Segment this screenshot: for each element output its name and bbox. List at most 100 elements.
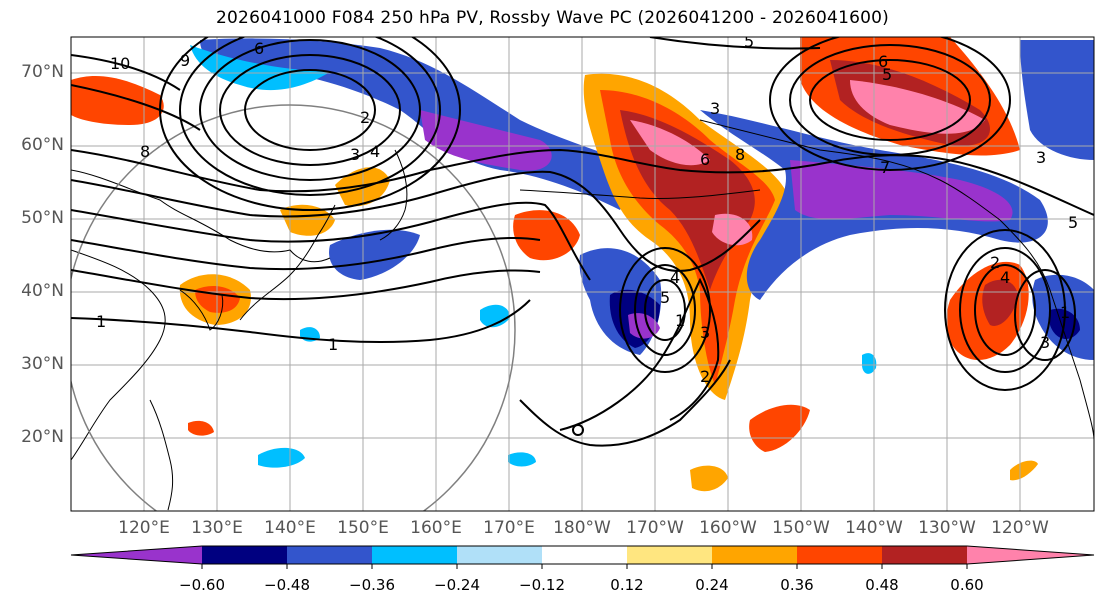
contour-sw-loop bbox=[559, 277, 720, 431]
contour-label: 4 bbox=[670, 268, 680, 287]
colorbar-segment bbox=[627, 546, 712, 564]
contour-subtropic-2 bbox=[519, 359, 731, 447]
colorbar-tick-label: −0.48 bbox=[264, 576, 310, 594]
colorbar-tick-label: −0.24 bbox=[434, 576, 480, 594]
lat-label: 60°N bbox=[21, 135, 64, 155]
colorbar-segment bbox=[457, 546, 542, 564]
lat-label: 40°N bbox=[21, 281, 64, 301]
anomaly-nw-positive bbox=[71, 75, 164, 125]
anomaly-ridge-peak bbox=[630, 120, 710, 166]
contour-label-group: 10 9 8 6 5 2 3 4 1 1 4 5 6 7 8 6 5 3 1 2… bbox=[96, 32, 1078, 386]
contour-ne-high-1 bbox=[809, 59, 971, 141]
lon-label: 140°E bbox=[264, 518, 316, 538]
anomaly-subtropic-negative-2 bbox=[508, 452, 536, 467]
anomaly-subtropic-negative-1 bbox=[258, 447, 305, 468]
lat-label: 50°N bbox=[21, 208, 64, 228]
contour-jet-5 bbox=[71, 269, 541, 301]
contour-coast-low-3 bbox=[944, 229, 1066, 391]
contour-label: 4 bbox=[370, 142, 380, 161]
contour-label: 1 bbox=[96, 312, 106, 331]
contour-label: 2 bbox=[360, 108, 370, 127]
contour-label: 5 bbox=[744, 32, 754, 51]
coast-aleutians bbox=[519, 189, 761, 199]
colorbar-segment bbox=[882, 546, 967, 564]
contour-label: 2 bbox=[700, 367, 710, 386]
contour-north-2 bbox=[71, 54, 181, 91]
lon-label: 130°E bbox=[191, 518, 243, 538]
contour-low-3 bbox=[644, 279, 686, 341]
pc-contours bbox=[71, 37, 1094, 447]
anomaly-subtropic-negative-4 bbox=[480, 304, 510, 328]
coast-kamchatka bbox=[379, 149, 408, 241]
colorbar-tick-label: −0.36 bbox=[349, 576, 395, 594]
colorbar-tick-label: 0.12 bbox=[610, 576, 644, 594]
coast-philippines bbox=[149, 399, 174, 511]
contour-label: 9 bbox=[180, 51, 190, 70]
contour-label: 3 bbox=[1040, 333, 1050, 352]
contour-coast-low-1 bbox=[974, 264, 1036, 356]
colorbar-tick-label: −0.60 bbox=[179, 576, 225, 594]
coast-japan bbox=[239, 204, 336, 321]
anomaly-bering-core bbox=[420, 110, 552, 171]
contour-jet-4 bbox=[71, 237, 541, 271]
colorbar-max-arrow bbox=[967, 546, 1094, 564]
contour-nw-high-3 bbox=[179, 37, 441, 196]
contour-coast-low-2 bbox=[959, 247, 1051, 373]
contour-nw-high-1 bbox=[219, 54, 401, 166]
anomaly-bering-edge bbox=[190, 45, 330, 91]
anomaly-subtropic-positive-3 bbox=[1010, 460, 1038, 481]
contour-subtropic-1 bbox=[71, 299, 531, 343]
contour-label: 6 bbox=[254, 39, 264, 58]
lat-label: 70°N bbox=[21, 62, 64, 82]
lat-label: 30°N bbox=[21, 354, 64, 374]
contour-label: 10 bbox=[110, 54, 130, 73]
contour-label: 3 bbox=[710, 99, 720, 118]
contour-ne-high-2 bbox=[789, 44, 991, 156]
contour-label: 8 bbox=[140, 142, 150, 161]
contour-label: 3 bbox=[350, 145, 360, 164]
lon-label: 180°W bbox=[553, 518, 611, 538]
contour-jet-3 bbox=[71, 201, 591, 281]
lon-label: 170°W bbox=[626, 518, 684, 538]
map-panel: 10 9 8 6 5 2 3 4 1 1 4 5 6 7 8 6 5 3 1 2… bbox=[71, 32, 1094, 511]
lon-label: 160°E bbox=[410, 518, 462, 538]
lon-label: 150°E bbox=[337, 518, 389, 538]
lat-label: 20°N bbox=[21, 427, 64, 447]
contour-label: 5 bbox=[1068, 213, 1078, 232]
contour-label: 3 bbox=[1036, 148, 1046, 167]
anomaly-canada-negative bbox=[1020, 40, 1094, 160]
map-frame bbox=[70, 36, 1095, 512]
lon-label: 150°W bbox=[772, 518, 830, 538]
lon-label: 120°E bbox=[118, 518, 170, 538]
anomaly-ridge-core bbox=[620, 110, 755, 290]
colorbar-segment bbox=[797, 546, 882, 564]
contour-label: 2 bbox=[990, 253, 1000, 272]
anomaly-subtropic-positive-1 bbox=[749, 404, 810, 452]
anomaly-sea-positive bbox=[280, 204, 335, 236]
contour-label: 7 bbox=[880, 158, 890, 177]
contour-label: 1 bbox=[675, 311, 685, 330]
contour-label: 4 bbox=[1000, 268, 1010, 287]
coast-asia bbox=[71, 169, 331, 461]
contour-label: 5 bbox=[882, 65, 892, 84]
contour-label: 3 bbox=[700, 323, 710, 342]
plot-title: 2026041000 F084 250 hPa PV, Rossby Wave … bbox=[216, 8, 889, 28]
anomaly-dateline-positive bbox=[513, 210, 580, 261]
contour-north-3 bbox=[71, 84, 201, 131]
contour-nw-high-2 bbox=[199, 39, 421, 181]
coast-north-america bbox=[999, 219, 1094, 441]
lon-label: 130°W bbox=[918, 518, 976, 538]
colorbar-segment bbox=[542, 546, 627, 564]
contour-label: 6 bbox=[878, 52, 888, 71]
lon-label: 120°W bbox=[991, 518, 1049, 538]
lon-label: 160°W bbox=[699, 518, 757, 538]
contour-label: 1 bbox=[328, 335, 338, 354]
contour-label: 6 bbox=[700, 150, 710, 169]
reference-circle bbox=[71, 104, 516, 511]
coast-korea bbox=[179, 289, 224, 331]
contour-label: 1 bbox=[1060, 303, 1070, 322]
colorbar-segment bbox=[287, 546, 372, 564]
colorbar-min-arrow bbox=[71, 546, 202, 564]
colorbar-tick-label: 0.36 bbox=[780, 576, 814, 594]
